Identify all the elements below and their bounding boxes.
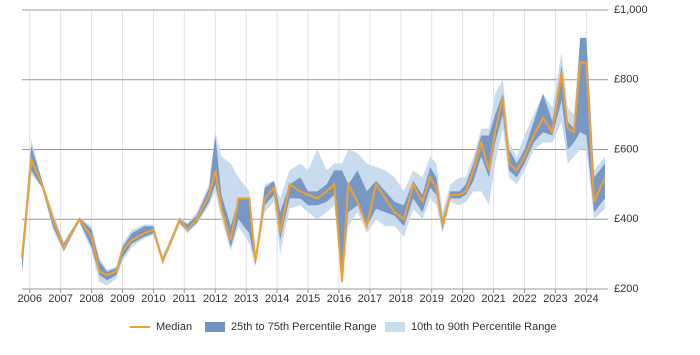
median-line bbox=[21, 61, 606, 283]
x-tick-label: 2020 bbox=[450, 293, 474, 305]
legend-label: 10th to 90th Percentile Range bbox=[411, 321, 557, 333]
x-tick-label: 2016 bbox=[327, 293, 351, 305]
x-tick-label: 2012 bbox=[203, 293, 227, 305]
x-tick-label: 2010 bbox=[141, 293, 165, 305]
y-tick-label: £600 bbox=[614, 143, 638, 155]
legend-label: Median bbox=[156, 321, 192, 333]
y-tick-label: £800 bbox=[614, 74, 638, 86]
x-tick-label: 2017 bbox=[358, 293, 382, 305]
x-tick-label: 2011 bbox=[173, 293, 197, 305]
x-tick-label: 2024 bbox=[574, 293, 598, 305]
x-tick-label: 2009 bbox=[110, 293, 134, 305]
y-tick-label: £1,000 bbox=[614, 4, 648, 16]
x-tick-label: 2007 bbox=[48, 293, 72, 305]
y-tick-label: £200 bbox=[614, 283, 638, 295]
x-tick-label: 2014 bbox=[265, 293, 289, 305]
legend-swatch bbox=[385, 322, 405, 332]
x-tick-label: 2023 bbox=[543, 293, 567, 305]
x-tick-label: 2018 bbox=[389, 293, 413, 305]
percentile-band bbox=[22, 37, 605, 283]
x-tick-label: 2022 bbox=[512, 293, 536, 305]
y-tick-label: £400 bbox=[614, 213, 638, 225]
x-tick-label: 2019 bbox=[419, 293, 443, 305]
x-tick-label: 2006 bbox=[17, 293, 41, 305]
x-tick-label: 2008 bbox=[79, 293, 103, 305]
x-tick-label: 2013 bbox=[234, 293, 258, 305]
percentile-band bbox=[22, 37, 605, 286]
x-tick-label: 2015 bbox=[296, 293, 320, 305]
legend-label: 25th to 75th Percentile Range bbox=[231, 321, 377, 333]
legend-swatch bbox=[205, 322, 225, 332]
x-tick-label: 2021 bbox=[481, 293, 505, 305]
